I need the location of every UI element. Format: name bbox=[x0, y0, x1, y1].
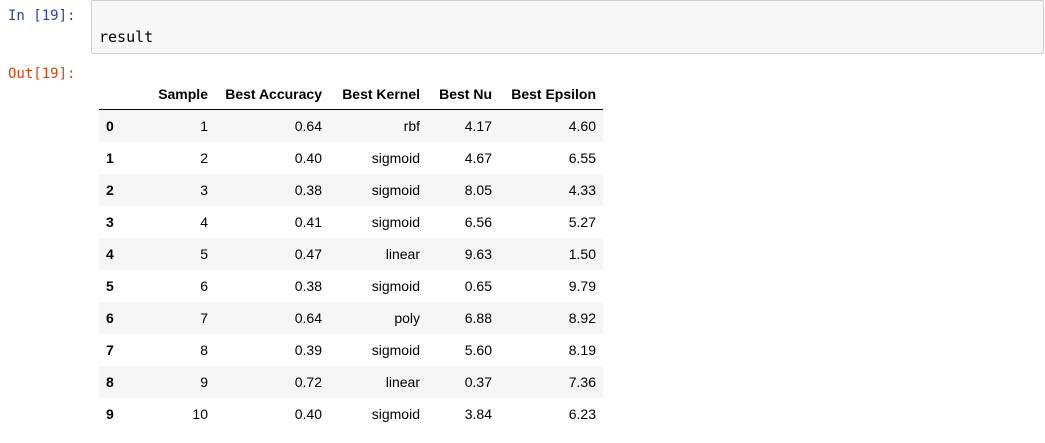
best-kernel-cell: sigmoid bbox=[371, 182, 420, 198]
best-accuracy-cell: 0.47 bbox=[294, 246, 322, 262]
sample-cell: 2 bbox=[200, 150, 208, 166]
best-accuracy-cell: 0.64 bbox=[294, 118, 322, 134]
best-accuracy-cell: 0.39 bbox=[294, 342, 322, 358]
best-nu-cell: 5.60 bbox=[464, 342, 492, 358]
best-kernel-cell: sigmoid bbox=[371, 150, 420, 166]
row-index-cell: 8 bbox=[106, 374, 114, 390]
best-kernel-cell: linear bbox=[385, 246, 420, 262]
row-index-cell: 7 bbox=[106, 342, 114, 358]
best-epsilon-cell: 6.55 bbox=[568, 150, 596, 166]
output-prompt: Out[19]: bbox=[8, 66, 76, 82]
best-kernel-cell: linear bbox=[385, 374, 420, 390]
column-header-best-epsilon: Best Epsilon bbox=[499, 78, 603, 110]
best-epsilon-cell: 9.79 bbox=[568, 278, 596, 294]
best-epsilon-cell: 7.36 bbox=[568, 374, 596, 390]
table-row: 9 10 0.40 sigmoid 3.84 6.23 bbox=[99, 398, 603, 430]
best-kernel-cell: rbf bbox=[403, 118, 420, 134]
row-index-cell: 6 bbox=[106, 310, 114, 326]
best-accuracy-cell: 0.40 bbox=[294, 406, 322, 422]
best-nu-cell: 0.65 bbox=[464, 278, 492, 294]
row-index-cell: 2 bbox=[106, 182, 114, 198]
sample-cell: 4 bbox=[200, 214, 208, 230]
row-index-cell: 0 bbox=[106, 118, 114, 134]
best-epsilon-cell: 5.27 bbox=[568, 214, 596, 230]
best-nu-cell: 8.05 bbox=[464, 182, 492, 198]
best-nu-cell: 4.17 bbox=[464, 118, 492, 134]
best-nu-cell: 3.84 bbox=[464, 406, 492, 422]
best-nu-cell: 6.88 bbox=[464, 310, 492, 326]
best-epsilon-cell: 4.60 bbox=[568, 118, 596, 134]
row-index-cell: 4 bbox=[106, 246, 114, 262]
best-accuracy-cell: 0.38 bbox=[294, 182, 322, 198]
input-prompt: In [19]: bbox=[8, 8, 76, 24]
best-epsilon-cell: 8.19 bbox=[568, 342, 596, 358]
best-accuracy-cell: 0.41 bbox=[294, 214, 322, 230]
table-row: 0 1 0.64 rbf 4.17 4.60 bbox=[99, 109, 603, 142]
table-row: 5 6 0.38 sigmoid 0.65 9.79 bbox=[99, 270, 603, 302]
best-kernel-cell: sigmoid bbox=[371, 278, 420, 294]
row-index-cell: 1 bbox=[106, 150, 114, 166]
best-accuracy-cell: 0.64 bbox=[294, 310, 322, 326]
table-row: 3 4 0.41 sigmoid 6.56 5.27 bbox=[99, 206, 603, 238]
sample-cell: 5 bbox=[200, 246, 208, 262]
sample-cell: 6 bbox=[200, 278, 208, 294]
row-index-cell: 3 bbox=[106, 214, 114, 230]
best-nu-cell: 6.56 bbox=[464, 214, 492, 230]
table-row: 6 7 0.64 poly 6.88 8.92 bbox=[99, 302, 603, 334]
best-accuracy-cell: 0.72 bbox=[294, 374, 322, 390]
sample-cell: 7 bbox=[200, 310, 208, 326]
best-nu-cell: 9.63 bbox=[464, 246, 492, 262]
column-header-index bbox=[99, 78, 131, 110]
table-row: 7 8 0.39 sigmoid 5.60 8.19 bbox=[99, 334, 603, 366]
best-kernel-cell: sigmoid bbox=[371, 406, 420, 422]
column-header-sample: Sample bbox=[131, 78, 215, 110]
header-row: Sample Best Accuracy Best Kernel Best Nu… bbox=[99, 78, 603, 110]
table-row: 4 5 0.47 linear 9.63 1.50 bbox=[99, 238, 603, 270]
row-index-cell: 9 bbox=[106, 406, 114, 422]
row-index-cell: 5 bbox=[106, 278, 114, 294]
best-accuracy-cell: 0.38 bbox=[294, 278, 322, 294]
column-header-best-kernel: Best Kernel bbox=[329, 78, 427, 110]
sample-cell: 3 bbox=[200, 182, 208, 198]
table-header: Sample Best Accuracy Best Kernel Best Nu… bbox=[99, 78, 603, 110]
table-row: 8 9 0.72 linear 0.37 7.36 bbox=[99, 366, 603, 398]
column-header-best-nu: Best Nu bbox=[427, 78, 499, 110]
code-cell-input[interactable]: result bbox=[91, 0, 1044, 54]
table-row: 1 2 0.40 sigmoid 4.67 6.55 bbox=[99, 142, 603, 174]
sample-cell: 1 bbox=[200, 118, 208, 134]
best-kernel-cell: sigmoid bbox=[371, 214, 420, 230]
code-text: result bbox=[99, 28, 154, 46]
best-kernel-cell: poly bbox=[394, 310, 420, 326]
best-accuracy-cell: 0.40 bbox=[294, 150, 322, 166]
best-nu-cell: 4.67 bbox=[464, 150, 492, 166]
best-epsilon-cell: 4.33 bbox=[568, 182, 596, 198]
dataframe-table: Sample Best Accuracy Best Kernel Best Nu… bbox=[99, 78, 603, 430]
best-epsilon-cell: 8.92 bbox=[568, 310, 596, 326]
column-header-best-accuracy: Best Accuracy bbox=[215, 78, 329, 110]
best-nu-cell: 0.37 bbox=[464, 374, 492, 390]
best-epsilon-cell: 1.50 bbox=[568, 246, 596, 262]
table-body: 0 1 0.64 rbf 4.17 4.60 1 2 0.40 sigmoid 4.67 6.55 2 3… bbox=[99, 109, 603, 431]
table-row: 2 3 0.38 sigmoid 8.05 4.33 bbox=[99, 174, 603, 206]
sample-cell: 8 bbox=[200, 342, 208, 358]
best-kernel-cell: sigmoid bbox=[371, 342, 420, 358]
best-epsilon-cell: 6.23 bbox=[568, 406, 596, 422]
sample-cell: 10 bbox=[192, 406, 208, 422]
cell-output: Sample Best Accuracy Best Kernel Best Nu… bbox=[99, 78, 603, 430]
sample-cell: 9 bbox=[200, 374, 208, 390]
